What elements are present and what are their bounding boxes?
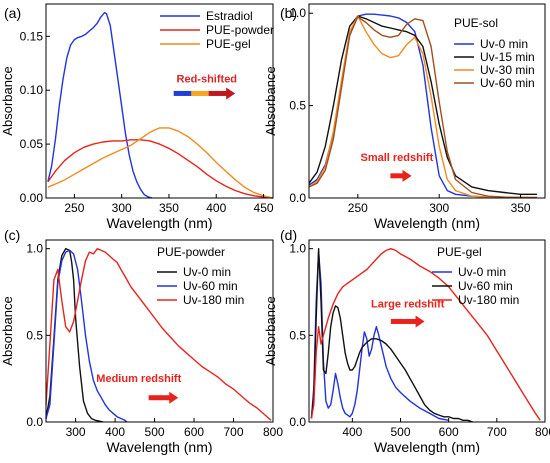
plot-frame: [45, 3, 274, 199]
y-tick-label: 1.0: [289, 6, 306, 20]
legend-title: PUE-gel: [437, 245, 482, 259]
chart-panel-3: 300 400 500 600 700 800 0.0 0.5 1.0 Wavelength (n…: [0, 227, 283, 455]
series-line-3: [45, 247, 272, 421]
x-tick-label: 400: [342, 425, 362, 439]
legend-label-3: Uv-180 min: [183, 293, 244, 307]
y-tick-label: 0.5: [289, 99, 306, 113]
y-axis-label: Absorbance: [0, 296, 15, 365]
plot-frame: [45, 239, 274, 423]
x-axis-label: Wavelength (nm): [374, 439, 480, 455]
x-tick-label: 300: [429, 201, 449, 215]
y-tick-label: 0.00: [20, 191, 44, 205]
x-tick-label: 400: [206, 201, 226, 215]
legend-title: PUE-powder: [157, 245, 225, 259]
series-line-1: [310, 251, 449, 421]
y-tick-label: 0.05: [20, 137, 44, 151]
x-tick-label: 500: [145, 425, 165, 439]
x-axis-label: Wavelength (nm): [106, 215, 212, 231]
x-tick-label: 250: [348, 201, 368, 215]
annotation-arrow-segment: [173, 90, 192, 96]
y-tick-label: 1.0: [289, 242, 306, 256]
annotation-arrow-segment: [148, 395, 170, 401]
y-tick-label: 0.0: [289, 415, 306, 429]
annotation-arrow-head: [415, 315, 425, 328]
annotation-arrow-segment: [208, 90, 227, 96]
legend-label-1: Uv-0 min: [458, 265, 506, 279]
annotation-arrow-segment: [390, 318, 417, 324]
y-axis-label: Absorbance: [263, 296, 278, 365]
y-axis-label: Absorbance: [0, 66, 15, 135]
annotation-text: Medium redshift: [96, 373, 181, 385]
x-axis-label: Wavelength (nm): [374, 215, 480, 231]
series-line-3: [47, 127, 274, 199]
panel-label: (b): [280, 5, 297, 21]
annotation-text: Large redshift: [371, 299, 445, 311]
series-line-2: [47, 139, 274, 199]
legend-label-3: PUE-gel: [206, 37, 251, 51]
x-tick-label: 300: [112, 201, 132, 215]
legend-label-1: Uv-0 min: [480, 37, 528, 51]
chart-panel-4: 400 500 600 700 800 0.0 0.5 1.0 Wavelength (nm) A…: [263, 227, 550, 455]
x-tick-label: 700: [487, 425, 507, 439]
x-tick-label: 250: [64, 201, 84, 215]
x-tick-label: 800: [535, 425, 550, 439]
legend-label-2: Uv-60 min: [458, 279, 513, 293]
plot-frame: [308, 3, 546, 199]
legend-label-3: Uv-180 min: [458, 293, 519, 307]
annotation-text: Small redshift: [361, 152, 434, 164]
annotation-arrow-head: [402, 169, 412, 182]
y-tick-label: 0.0: [289, 191, 306, 205]
x-tick-label: 300: [66, 425, 86, 439]
legend-label-2: Uv-15 min: [480, 50, 535, 64]
legend-label-3: Uv-30 min: [480, 63, 535, 77]
annotation-arrow-segment: [191, 90, 210, 96]
series-line-4: [308, 16, 537, 199]
annotation-text: Red-shifted: [177, 74, 238, 86]
chart-panel-2: 250 300 350 0.0 0.5 1.0 Wavelength (nm) Absorba…: [263, 3, 546, 231]
legend-label-1: Uv-0 min: [183, 265, 231, 279]
annotation-arrow-segment: [390, 173, 404, 179]
y-tick-label: 0.5: [26, 328, 43, 342]
legend-label-2: PUE-powder: [206, 23, 274, 37]
x-tick-label: 800: [263, 425, 283, 439]
plot-frame: [308, 239, 546, 423]
x-tick-label: 600: [439, 425, 459, 439]
series-line-3: [310, 247, 541, 421]
x-tick-label: 700: [224, 425, 244, 439]
panel-label: (d): [280, 227, 297, 243]
annotation-arrow-head: [169, 391, 179, 404]
annotation-arrow-head: [226, 87, 236, 100]
x-tick-label: 450: [254, 201, 274, 215]
y-tick-label: 0.5: [289, 328, 306, 342]
legend-label-4: Uv-60 min: [480, 76, 535, 90]
series-line-2: [310, 247, 474, 423]
x-tick-label: 500: [390, 425, 410, 439]
panel-label: (c): [4, 227, 20, 243]
legend-label-2: Uv-60 min: [183, 279, 238, 293]
legend-title: PUE-sol: [454, 16, 498, 30]
y-tick-label: 0.0: [26, 415, 43, 429]
y-axis-label: Absorbance: [263, 66, 278, 135]
x-tick-label: 600: [184, 425, 204, 439]
x-tick-label: 350: [159, 201, 179, 215]
legend-label-1: Estradiol: [206, 9, 253, 23]
chart-panel-1: 250 300 350 400 450 0.00 0.05 0.10 0.15 Wavelengt…: [0, 3, 274, 231]
panel-label: (a): [4, 5, 21, 21]
x-tick-label: 350: [511, 201, 531, 215]
y-tick-label: 1.0: [26, 242, 43, 256]
y-tick-label: 0.15: [20, 29, 44, 43]
series-line-2: [45, 249, 128, 423]
y-tick-label: 0.10: [20, 83, 44, 97]
series-line-1: [47, 11, 153, 199]
x-axis-label: Wavelength (nm): [106, 439, 212, 455]
series-line-3: [308, 15, 537, 199]
x-tick-label: 400: [105, 425, 125, 439]
